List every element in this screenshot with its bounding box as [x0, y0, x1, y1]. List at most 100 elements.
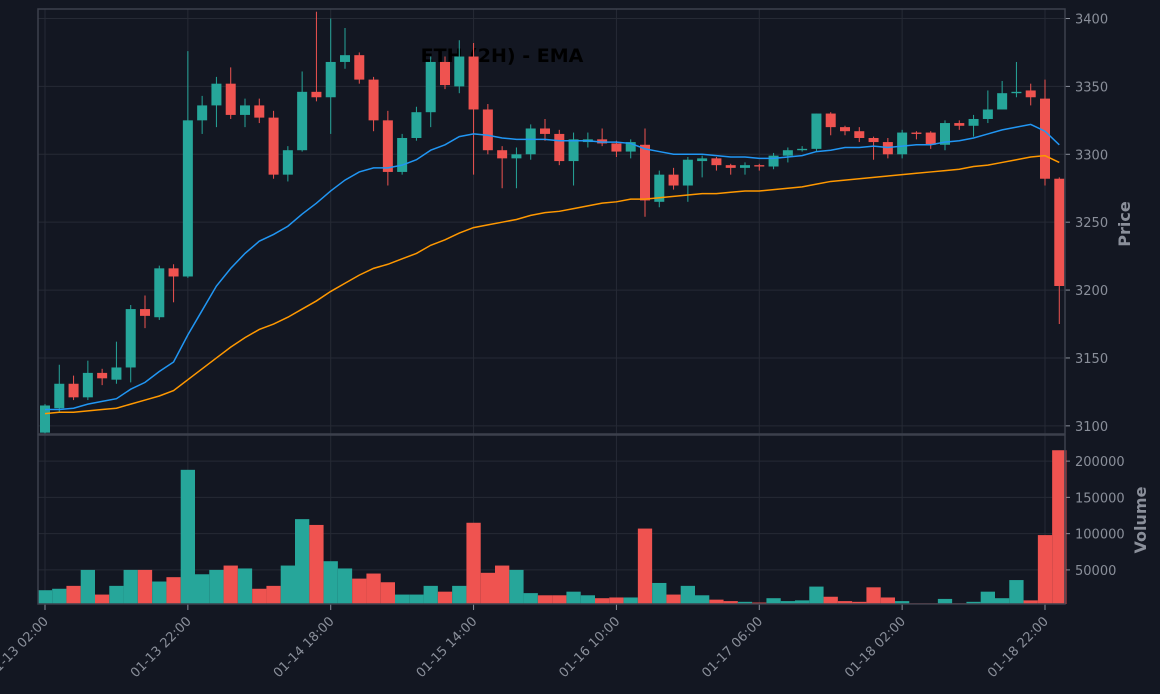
- candle-body: [97, 372, 108, 379]
- volume-bar: [409, 594, 424, 604]
- volume-bar: [766, 598, 781, 604]
- volume-bar: [695, 595, 710, 604]
- x-tick-label: 01-18 22:00: [985, 614, 1052, 681]
- candle-body: [154, 268, 165, 318]
- candle-body: [711, 158, 722, 166]
- candle-body: [382, 120, 393, 172]
- candle-body: [668, 174, 679, 186]
- candle-body: [925, 132, 936, 145]
- candle-body: [1054, 178, 1065, 286]
- candle-body: [468, 56, 479, 110]
- volume-bar: [537, 595, 553, 604]
- volume-bar: [795, 600, 810, 604]
- ema-line: [45, 123, 1060, 411]
- candle-body: [525, 128, 536, 155]
- volume-bar: [380, 582, 395, 604]
- volume-bar: [937, 598, 953, 604]
- volume-bar: [680, 585, 695, 604]
- volume-bar: [666, 594, 681, 604]
- candle-body: [82, 372, 93, 398]
- candle-body: [540, 128, 550, 134]
- volume-bar: [480, 572, 495, 604]
- candle-body: [111, 367, 122, 380]
- volume-bar: [1023, 600, 1038, 604]
- volume-bar: [866, 587, 881, 604]
- volume-bar: [737, 601, 753, 604]
- candle-body: [982, 109, 993, 119]
- volume-bar: [980, 591, 995, 604]
- candle-body: [497, 150, 508, 159]
- panel-frame: [37, 434, 1066, 605]
- volume-bar: [295, 519, 310, 604]
- y-tick-label: 3150: [1075, 352, 1108, 367]
- volume-bar: [66, 585, 81, 604]
- candle-body: [1040, 98, 1050, 179]
- volume-bar: [80, 569, 95, 604]
- volume-bar: [152, 581, 167, 604]
- candle-body: [354, 55, 365, 80]
- volume-bar: [209, 569, 224, 604]
- x-tick-label: 01-17 06:00: [699, 614, 766, 681]
- volume-bar: [552, 595, 567, 604]
- candle-body: [211, 83, 222, 106]
- x-tick-label: 01-16 10:00: [557, 614, 624, 681]
- volume-bar: [195, 574, 210, 604]
- candle-body: [640, 144, 650, 201]
- volume-bar: [652, 582, 667, 604]
- candle-body: [940, 123, 950, 145]
- volume-bar: [352, 578, 367, 604]
- y-tick-label: 3100: [1075, 420, 1108, 435]
- candle-body: [340, 55, 350, 62]
- volume-bar: [580, 595, 595, 604]
- candle-body: [454, 56, 465, 87]
- candle-body: [568, 139, 579, 162]
- candle-body: [854, 131, 865, 138]
- x-tick-label: 01-15 14:00: [414, 614, 481, 681]
- volume-bar: [137, 569, 153, 604]
- ema-line: [44, 154, 1060, 415]
- candle-body: [397, 137, 408, 172]
- candle-body: [197, 105, 208, 121]
- candle-body: [654, 174, 665, 202]
- y-tick-label: 150000: [1075, 491, 1125, 506]
- volume-bar: [623, 597, 638, 604]
- candle-body: [411, 112, 422, 138]
- candle-body: [697, 158, 708, 162]
- volume-bar: [252, 588, 267, 604]
- volume-bar: [166, 577, 181, 604]
- volume-bar: [1037, 535, 1053, 604]
- candle-body: [840, 127, 850, 132]
- candle-body: [554, 133, 565, 162]
- candle-body: [682, 159, 693, 186]
- candle-body: [740, 165, 750, 168]
- volume-bar: [95, 594, 110, 604]
- volume-bar: [309, 524, 324, 604]
- volume-bar: [37, 590, 53, 604]
- candle-body: [1011, 91, 1022, 94]
- candle-body: [968, 118, 979, 126]
- candle-body: [754, 165, 765, 167]
- volume-bar: [609, 597, 624, 604]
- y-tick-label: 3350: [1075, 80, 1108, 95]
- candle-body: [797, 148, 808, 151]
- volume-bar: [880, 597, 895, 604]
- y-axis-label: Price: [1115, 201, 1134, 247]
- candle-body: [54, 383, 65, 409]
- y-tick-label: 3250: [1075, 216, 1108, 231]
- y-tick-label: 3200: [1075, 284, 1108, 299]
- candle-body: [168, 268, 179, 277]
- candle-body: [225, 83, 236, 115]
- candle-body: [768, 155, 779, 167]
- volume-bar: [995, 598, 1010, 604]
- candle-body: [611, 143, 622, 152]
- volume-bar: [566, 591, 581, 604]
- volume-bar: [452, 585, 467, 604]
- candle-body: [68, 383, 79, 398]
- candle-body: [440, 61, 450, 86]
- candle-body: [425, 61, 436, 113]
- volume-bar: [180, 469, 195, 604]
- candle-body: [954, 123, 965, 126]
- volume-bar: [266, 585, 281, 604]
- candle-body: [311, 91, 322, 98]
- volume-bar: [109, 585, 124, 604]
